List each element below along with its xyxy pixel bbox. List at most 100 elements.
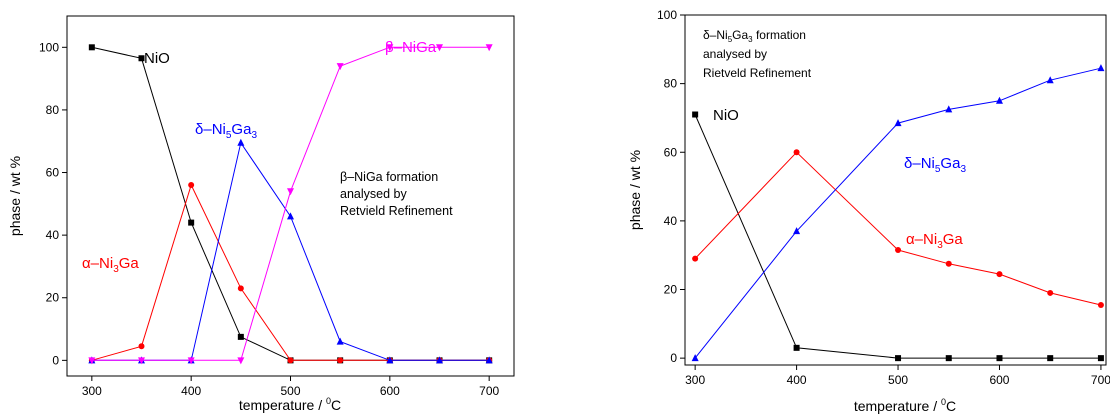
right-y-tick-label: 40 (664, 214, 678, 228)
right-point-ni5ga3 (945, 105, 953, 113)
right-point-nio (996, 355, 1003, 362)
left-point-nio (188, 219, 195, 226)
left-point-niga (88, 357, 96, 365)
right-annotation-line2: analysed by (703, 47, 767, 61)
left-point-ni3ga (337, 357, 344, 364)
left-point-nio (138, 55, 145, 62)
right-line-nio (694, 114, 1101, 359)
right-series (691, 64, 1105, 362)
left-x-ticks: 300 400 500 600 700 (82, 376, 499, 398)
right-chart: 0 20 40 60 80 100 300 400 500 600 700 temperature… (627, 8, 1110, 414)
right-point-nio (1047, 355, 1054, 362)
right-point-ni5ga3 (894, 119, 902, 127)
left-point-ni3ga (138, 343, 145, 350)
right-y-ticks: 0 20 40 60 80 100 (657, 8, 685, 365)
left-point-ni5ga3 (336, 337, 344, 345)
right-point-ni3ga (1097, 301, 1104, 308)
right-y-tick-label: 80 (664, 77, 678, 91)
left-label-beta-niga: β–NiGa (385, 39, 437, 56)
left-point-ni5ga3 (386, 356, 394, 364)
left-point-niga (237, 357, 245, 365)
left-y-tick-label: 60 (46, 166, 60, 180)
left-y-axis-label: phase / wt % (7, 156, 23, 236)
right-annotation-line3: Rietveld Refinement (703, 66, 812, 80)
left-chart: 0 20 40 60 80 100 300 400 500 600 700 temperature… (7, 15, 515, 413)
left-series-niga (88, 44, 493, 365)
right-point-ni5ga3 (1046, 76, 1054, 84)
right-x-tick-label: 500 (888, 373, 908, 387)
left-x-axis-label: temperature / 0C (239, 396, 341, 413)
right-series-ni3ga (692, 149, 1104, 308)
right-x-axis-label: temperature / 0C (854, 397, 956, 414)
left-annotation: β–NiGa formation analysed by Retvield Re… (340, 170, 453, 218)
right-x-tick-label: 300 (685, 373, 705, 387)
left-y-tick-label: 0 (52, 353, 59, 367)
left-point-ni5ga3 (287, 212, 294, 220)
left-x-tick-label: 300 (82, 384, 102, 398)
left-annotation-line2: analysed by (340, 187, 407, 201)
right-y-tick-label: 60 (664, 145, 678, 159)
right-point-ni3ga (895, 247, 902, 254)
right-label-delta-ni5ga3: δ–Ni5Ga3 (904, 155, 966, 175)
left-point-niga (386, 44, 394, 52)
right-point-ni3ga (793, 149, 800, 156)
left-point-niga (336, 63, 344, 71)
left-label-nio: NiO (144, 50, 170, 67)
right-y-tick-label: 100 (657, 8, 677, 22)
right-plot-frame (684, 14, 1107, 366)
right-point-ni3ga (692, 255, 699, 262)
right-annotation-line1: δ–Ni5Ga3 formation (703, 28, 806, 44)
left-point-nio (88, 44, 95, 51)
left-x-tick-label: 400 (181, 384, 201, 398)
right-point-nio (793, 344, 800, 351)
left-x-tick-label: 700 (479, 384, 499, 398)
left-label-delta-ni5ga3: δ–Ni5Ga3 (195, 121, 257, 141)
left-y-tick-label: 80 (46, 103, 60, 117)
right-point-ni5ga3 (995, 96, 1003, 104)
left-point-ni3ga (237, 285, 244, 292)
left-point-ni3ga (188, 182, 195, 189)
left-annotation-line1: β–NiGa formation (340, 170, 438, 184)
left-y-ticks: 0 20 40 60 80 100 (39, 40, 67, 367)
left-series (88, 44, 493, 365)
left-x-tick-label: 600 (380, 384, 400, 398)
right-point-nio (895, 355, 902, 362)
left-point-niga (138, 357, 145, 365)
right-x-ticks: 300 400 500 600 700 (685, 365, 1110, 387)
right-x-tick-label: 700 (1091, 373, 1110, 387)
left-point-ni3ga (287, 357, 294, 364)
right-y-tick-label: 20 (664, 283, 678, 297)
right-point-ni5ga3 (793, 227, 801, 235)
left-point-niga (187, 357, 195, 365)
right-point-ni3ga (996, 271, 1003, 278)
right-label-alpha-ni3ga: α–Ni3Ga (906, 231, 963, 251)
right-line-ni5ga3 (694, 67, 1102, 359)
right-y-tick-label: 0 (670, 351, 677, 365)
left-point-niga (485, 44, 493, 52)
right-point-ni5ga3 (1097, 64, 1105, 72)
right-annotation: δ–Ni5Ga3 formation analysed by Rietveld … (703, 28, 812, 80)
left-point-ni5ga3 (436, 356, 443, 364)
left-y-tick-label: 40 (46, 228, 60, 242)
right-point-ni3ga (945, 260, 952, 267)
right-label-nio: NiO (713, 107, 739, 124)
left-label-alpha-ni3ga: α–Ni3Ga (82, 255, 139, 275)
left-y-tick-label: 100 (39, 40, 59, 54)
left-point-ni5ga3 (237, 138, 245, 146)
left-point-niga (287, 188, 294, 196)
left-x-tick-label: 500 (280, 384, 300, 398)
left-annotation-line3: Retvield Refinement (340, 204, 453, 218)
right-point-nio (692, 111, 699, 118)
left-point-nio (237, 333, 244, 340)
left-plot-frame (66, 15, 515, 377)
right-x-tick-label: 600 (989, 373, 1009, 387)
right-point-nio (945, 355, 952, 362)
right-point-nio (1097, 355, 1104, 362)
right-point-ni5ga3 (691, 354, 699, 362)
right-series-nio (692, 111, 1104, 362)
right-y-axis-label: phase / wt % (627, 150, 643, 230)
left-point-niga (436, 44, 443, 52)
left-y-tick-label: 20 (46, 291, 60, 305)
left-point-ni5ga3 (485, 356, 493, 364)
